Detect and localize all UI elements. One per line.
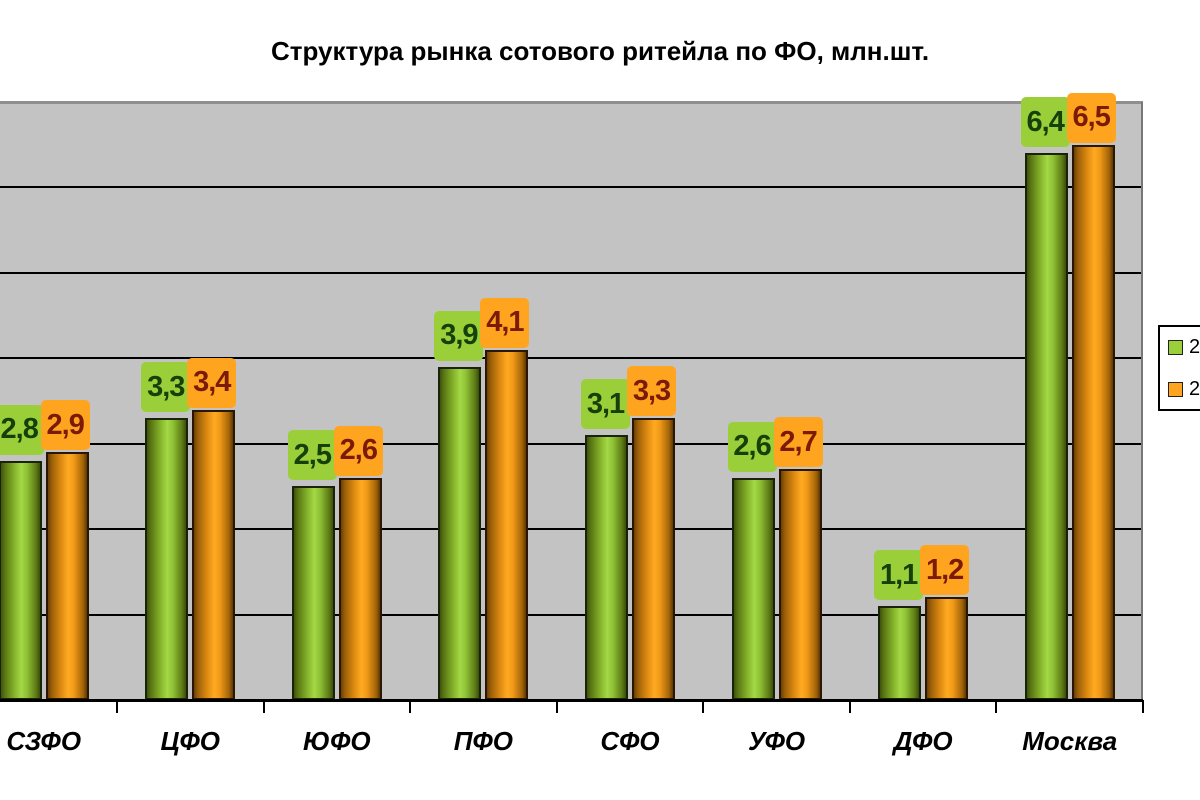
bar-orange-1	[192, 409, 236, 700]
gridline-6	[0, 186, 1143, 189]
bar-orange-0	[45, 452, 89, 700]
x-axis-tick	[409, 700, 412, 713]
legend-entry-1: 2	[1168, 379, 1200, 399]
category-label-2: ЮФО	[303, 726, 371, 756]
bar-orange-4	[632, 418, 675, 700]
data-label-orange-3: 4,1	[480, 297, 530, 348]
bar-orange-2	[338, 477, 382, 700]
bar-green-3	[438, 366, 482, 700]
x-axis-line	[0, 699, 1143, 702]
data-label-orange-0: 2,9	[40, 400, 90, 451]
legend-entry-0: 2	[1168, 337, 1200, 357]
x-axis-tick	[995, 700, 998, 713]
bar-orange-7	[1071, 144, 1115, 700]
bar-green-4	[585, 435, 628, 700]
chart-title: Структура рынка сотового ритейла по ФО, …	[270, 36, 930, 66]
category-label-5: УФО	[747, 726, 806, 756]
bar-green-1	[145, 418, 189, 700]
gridline-1	[0, 613, 1143, 616]
bar-green-6	[878, 606, 922, 700]
category-label-1: ЦФО	[160, 726, 221, 756]
bar-green-2	[291, 486, 335, 700]
category-label-3: ПФО	[453, 726, 514, 756]
gridline-2	[0, 528, 1143, 531]
data-label-green-7: 6,4	[1020, 97, 1070, 148]
data-label-orange-5: 2,7	[773, 417, 823, 468]
x-axis-tick	[116, 700, 118, 713]
x-axis-tick	[848, 700, 851, 713]
category-label-7: Москва	[1022, 726, 1118, 756]
data-label-green-5: 2,6	[727, 421, 777, 472]
bar-orange-5	[778, 469, 822, 700]
x-axis-tick	[262, 700, 265, 713]
legend-label-0: 2	[1189, 336, 1200, 358]
data-label-green-0: 2,8	[0, 404, 44, 455]
category-label-6: ДФО	[893, 726, 953, 756]
bar-green-7	[1024, 153, 1068, 700]
plot-border-right	[1141, 102, 1143, 700]
data-label-orange-6: 1,2	[920, 545, 970, 596]
data-label-orange-7: 6,5	[1066, 92, 1116, 143]
data-label-orange-2: 2,6	[333, 425, 383, 476]
bar-green-0	[0, 460, 42, 700]
x-axis-tick	[702, 700, 705, 713]
gridline-4	[0, 357, 1143, 360]
x-axis-tick	[555, 700, 558, 713]
plot-border-top	[0, 101, 1143, 104]
bar-green-5	[731, 477, 775, 700]
data-label-green-1: 3,3	[141, 362, 191, 413]
legend-swatch-icon-0	[1168, 339, 1183, 355]
gridline-5	[0, 271, 1143, 274]
category-label-0: СЗФО	[6, 726, 82, 756]
data-label-orange-1: 3,4	[187, 357, 237, 408]
legend-swatch-icon-1	[1168, 381, 1183, 397]
legend-label-1: 2	[1189, 378, 1200, 400]
data-label-green-6: 1,1	[874, 550, 924, 601]
category-label-4: СФО	[600, 726, 660, 756]
bar-orange-6	[925, 597, 969, 700]
gridline-3	[0, 442, 1143, 445]
data-label-green-3: 3,9	[434, 310, 484, 361]
data-label-green-2: 2,5	[287, 430, 337, 481]
data-label-green-4: 3,1	[581, 379, 630, 430]
x-axis-tick	[1142, 700, 1144, 713]
bar-orange-3	[485, 349, 529, 700]
data-label-orange-4: 3,3	[627, 366, 676, 417]
